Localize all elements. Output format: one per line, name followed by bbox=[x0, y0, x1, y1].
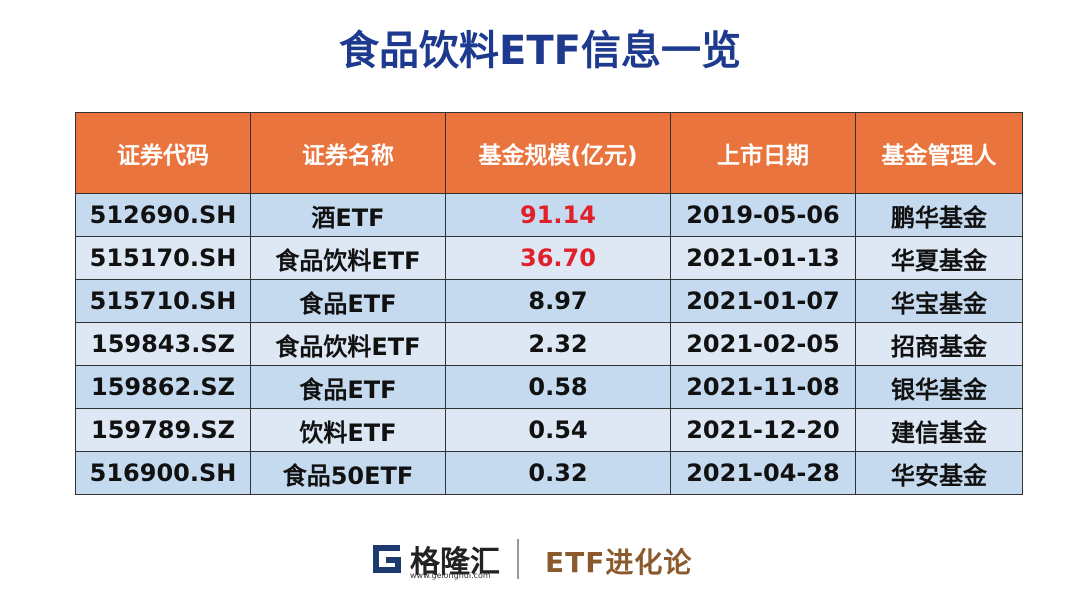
table-cell: 2021-12-20 bbox=[670, 408, 856, 452]
table-cell: 515710.SH bbox=[75, 279, 251, 323]
table-cell: 515170.SH bbox=[75, 236, 251, 280]
table-cell: 8.97 bbox=[445, 279, 671, 323]
table-row: 159843.SZ 食品饮料ETF 2.32 2021-02-05 招商基金 bbox=[75, 322, 1023, 366]
table-cell: 食品饮料ETF bbox=[250, 322, 446, 366]
table-cell: 2021-01-07 bbox=[670, 279, 856, 323]
table-cell: 0.58 bbox=[445, 365, 671, 409]
table-cell: 2021-11-08 bbox=[670, 365, 856, 409]
table-cell: 华安基金 bbox=[855, 451, 1023, 495]
table-row: 515710.SH 食品ETF 8.97 2021-01-07 华宝基金 bbox=[75, 279, 1023, 323]
table-cell: 鹏华基金 bbox=[855, 193, 1023, 237]
table-cell: 酒ETF bbox=[250, 193, 446, 237]
table-cell: 华夏基金 bbox=[855, 236, 1023, 280]
logo-url: www.gelonghui.com bbox=[410, 571, 491, 580]
column-header: 上市日期 bbox=[670, 112, 856, 194]
table-cell: 食品50ETF bbox=[250, 451, 446, 495]
etf-table: 证券代码 证券名称 基金规模(亿元) 上市日期 基金管理人 512690.SH 酒ETF 9… bbox=[75, 112, 1023, 495]
header-row: 证券代码 证券名称 基金规模(亿元) 上市日期 基金管理人 bbox=[75, 112, 1023, 194]
logo-icon bbox=[373, 545, 401, 573]
table-row: 159862.SZ 食品ETF 0.58 2021-11-08 银华基金 bbox=[75, 365, 1023, 409]
table-cell: 饮料ETF bbox=[250, 408, 446, 452]
footer: 格隆汇 www.gelonghui.com ETF进化论 bbox=[0, 535, 1080, 585]
logo-text: 格隆汇 bbox=[410, 545, 500, 580]
brand: ETF进化论 bbox=[545, 546, 693, 579]
table-row: 512690.SH 酒ETF 91.14 2019-05-06 鹏华基金 bbox=[75, 193, 1023, 237]
table-row: 159789.SZ 饮料ETF 0.54 2021-12-20 建信基金 bbox=[75, 408, 1023, 452]
table-cell: 159843.SZ bbox=[75, 322, 251, 366]
table-cell: 159789.SZ bbox=[75, 408, 251, 452]
table-cell: 2021-02-05 bbox=[670, 322, 856, 366]
column-header: 证券名称 bbox=[250, 112, 446, 194]
table-cell: 512690.SH bbox=[75, 193, 251, 237]
table-cell: 2021-04-28 bbox=[670, 451, 856, 495]
table-cell: 建信基金 bbox=[855, 408, 1023, 452]
table-cell: 食品ETF bbox=[250, 279, 446, 323]
table-row: 515170.SH 食品饮料ETF 36.70 2021-01-13 华夏基金 bbox=[75, 236, 1023, 280]
column-header: 基金规模(亿元) bbox=[445, 112, 671, 194]
table-cell: 食品饮料ETF bbox=[250, 236, 446, 280]
table-cell: 36.70 bbox=[445, 236, 671, 280]
table-cell: 招商基金 bbox=[855, 322, 1023, 366]
table-cell: 2021-01-13 bbox=[670, 236, 856, 280]
table-row: 516900.SH 食品50ETF 0.32 2021-04-28 华安基金 bbox=[75, 451, 1023, 495]
table-cell: 华宝基金 bbox=[855, 279, 1023, 323]
table-cell: 91.14 bbox=[445, 193, 671, 237]
table-cell: 159862.SZ bbox=[75, 365, 251, 409]
column-header: 基金管理人 bbox=[855, 112, 1023, 194]
table-cell: 食品ETF bbox=[250, 365, 446, 409]
divider bbox=[517, 539, 519, 579]
page-title: 食品饮料ETF信息一览 bbox=[339, 28, 741, 74]
column-header: 证券代码 bbox=[75, 112, 251, 194]
table-cell: 516900.SH bbox=[75, 451, 251, 495]
table-cell: 2.32 bbox=[445, 322, 671, 366]
table-cell: 2019-05-06 bbox=[670, 193, 856, 237]
table-cell: 0.54 bbox=[445, 408, 671, 452]
table-cell: 银华基金 bbox=[855, 365, 1023, 409]
table-cell: 0.32 bbox=[445, 451, 671, 495]
